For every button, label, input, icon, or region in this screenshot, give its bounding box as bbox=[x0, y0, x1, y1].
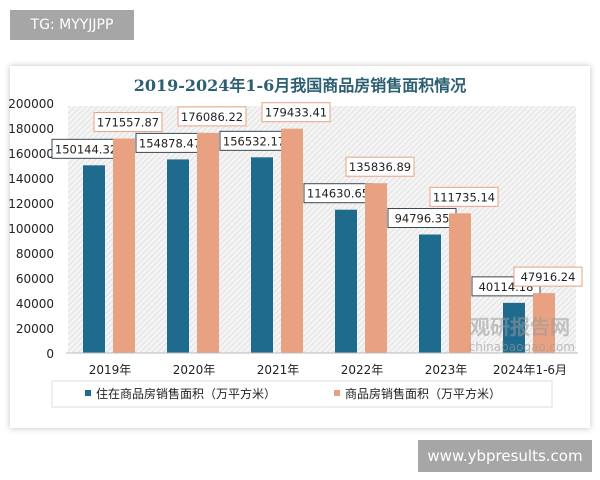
legend-label-total: 商品房销售面积（万平方米） bbox=[345, 386, 501, 401]
x-tick-label: 2019年 bbox=[89, 363, 132, 377]
chart-title: 2019-2024年1-6月我国商品房销售面积情况 bbox=[134, 76, 467, 95]
y-tick-label: 120000 bbox=[8, 197, 54, 211]
bar-total bbox=[197, 132, 219, 353]
bar-total bbox=[449, 213, 471, 353]
bar-residential bbox=[83, 165, 105, 353]
data-label: 150144.32 bbox=[55, 142, 117, 156]
data-label-box bbox=[93, 112, 163, 133]
bar-total bbox=[281, 128, 303, 353]
tg-tag: TG: MYYJJPP bbox=[10, 10, 134, 40]
y-tick-label: 60000 bbox=[16, 272, 54, 286]
watermark-en: chinabaogao.com bbox=[469, 340, 575, 354]
watermark: 观研报告网 chinabaogao.com bbox=[469, 315, 575, 354]
data-label-box bbox=[261, 102, 331, 123]
x-tick-label: 2023年 bbox=[425, 363, 468, 377]
data-label: 154878.47 bbox=[139, 136, 201, 150]
data-label-box bbox=[429, 186, 499, 207]
data-label: 94796.35 bbox=[395, 212, 450, 226]
x-tick-label: 2020年 bbox=[173, 363, 216, 377]
legend bbox=[51, 380, 553, 408]
x-tick-label: 2024年1-6月 bbox=[493, 363, 567, 377]
y-tick-label: 200000 bbox=[8, 97, 54, 111]
bar-residential bbox=[251, 157, 273, 353]
y-tick-label: 100000 bbox=[8, 222, 54, 236]
site-label: www.ybpresults.com bbox=[418, 440, 592, 472]
y-tick-label: 140000 bbox=[8, 172, 54, 186]
data-label: 111735.14 bbox=[433, 190, 495, 204]
watermark-cn: 观研报告网 bbox=[470, 315, 570, 339]
data-label: 135836.89 bbox=[349, 160, 411, 174]
data-label-box bbox=[513, 266, 583, 287]
y-tick-label: 0 bbox=[46, 347, 54, 361]
x-tick-label: 2021年 bbox=[257, 363, 300, 377]
data-label: 171557.87 bbox=[97, 116, 159, 130]
legend-label-residential: 住在商品房销售面积（万平方米） bbox=[96, 386, 276, 401]
bar-total bbox=[533, 293, 555, 353]
data-label-box bbox=[177, 106, 247, 127]
bar-total bbox=[113, 138, 135, 353]
data-label: 47916.24 bbox=[521, 270, 576, 284]
data-label: 114630.65 bbox=[307, 187, 369, 201]
data-label: 156532.17 bbox=[223, 134, 285, 148]
bar-total bbox=[365, 183, 387, 353]
data-label: 176086.22 bbox=[181, 110, 243, 124]
bar-residential bbox=[503, 302, 525, 353]
data-label: 179433.41 bbox=[265, 106, 327, 120]
y-tick-label: 80000 bbox=[16, 247, 54, 261]
x-tick-label: 2022年 bbox=[341, 363, 384, 377]
bar-residential bbox=[419, 234, 441, 353]
bar-residential bbox=[335, 209, 357, 353]
y-tick-label: 180000 bbox=[8, 122, 54, 136]
legend-swatch-total bbox=[334, 390, 340, 396]
legend-swatch-residential bbox=[85, 390, 91, 396]
y-tick-label: 160000 bbox=[8, 147, 54, 161]
bar-residential bbox=[167, 159, 189, 353]
y-tick-label: 40000 bbox=[16, 297, 54, 311]
data-label-box bbox=[345, 156, 415, 177]
y-tick-label: 20000 bbox=[16, 322, 54, 336]
